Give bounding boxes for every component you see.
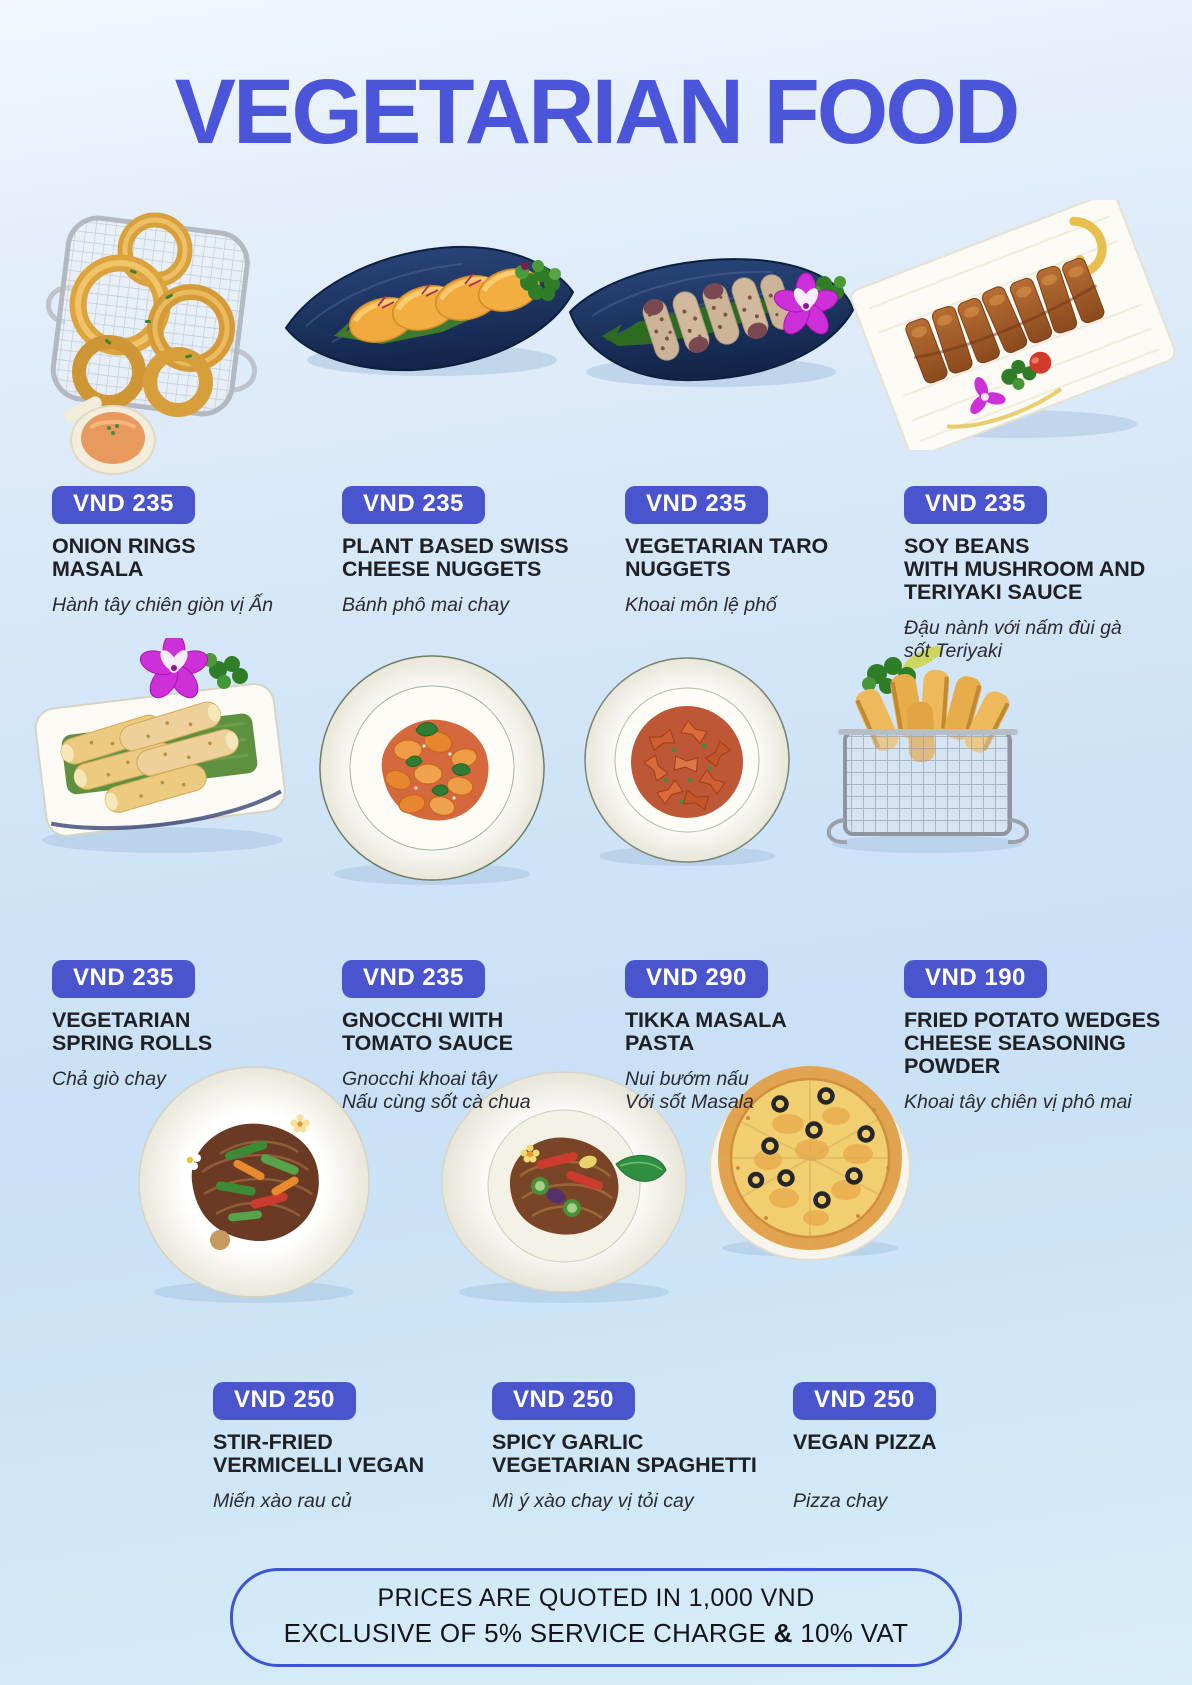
onion-rings-masala-photo (35, 200, 270, 475)
footer-line-2: EXCLUSIVE OF 5% SERVICE CHARGE & 10% VAT (283, 1618, 909, 1648)
item-name: VEGETARIAN SPRING ROLLS (52, 1008, 213, 1055)
menu-item-fried-potato-wedges: VND 190 FRIED POTATO WEDGES CHEESE SEASO… (904, 960, 1186, 1114)
spicy-garlic-vegetarian-spaghetti-photo (438, 1068, 690, 1306)
item-name: VEGAN PIZZA (793, 1430, 937, 1454)
tikka-masala-pasta-photo (578, 652, 796, 870)
price-badge: VND 190 (904, 960, 1047, 998)
price-badge: VND 250 (492, 1382, 635, 1420)
fried-potato-wedges-photo (815, 640, 1040, 855)
item-name: TIKKA MASALA PASTA (625, 1008, 787, 1055)
item-name: PLANT BASED SWISS CHEESE NUGGETS (342, 534, 569, 581)
gnocchi-with-tomato-sauce-photo (312, 650, 552, 890)
item-name: STIR-FRIED VERMICELLI VEGAN (213, 1430, 425, 1477)
stir-fried-vermicelli-vegan-photo (132, 1062, 377, 1307)
vegetarian-spring-rolls-photo (22, 638, 297, 863)
item-desc-vietnamese: Gnocchi khoai tây Nấu cùng sốt cà chua (342, 1068, 531, 1113)
item-desc-vietnamese: Nui bướm nấu Với sốt Masala (625, 1068, 754, 1113)
item-desc-vietnamese: Khoai môn lệ phố (625, 594, 777, 616)
price-badge: VND 250 (213, 1382, 356, 1420)
price-badge: VND 235 (342, 960, 485, 998)
item-desc-vietnamese: Pizza chay (793, 1490, 888, 1512)
menu-item-stir-fried-vermicelli-vegan: VND 250 STIR-FRIED VERMICELLI VEGAN Miến… (213, 1382, 483, 1513)
item-name: GNOCCHI WITH TOMATO SAUCE (342, 1008, 513, 1055)
price-badge: VND 250 (793, 1382, 936, 1420)
item-name: SOY BEANS WITH MUSHROOM AND TERIYAKI SAU… (904, 534, 1146, 604)
item-desc-vietnamese: Miến xào rau củ (213, 1490, 352, 1512)
menu-item-onion-rings-masala: VND 235 ONION RINGS MASALA Hành tây chiê… (52, 486, 322, 617)
footer-line-1: PRICES ARE QUOTED IN 1,000 VND (377, 1584, 815, 1612)
page-title: VEGETARIAN FOOD (174, 61, 1021, 163)
item-desc-vietnamese: Mì ý xào chay vị tỏi cay (492, 1490, 694, 1512)
menu-item-soy-beans-teriyaki: VND 235 SOY BEANS WITH MUSHROOM AND TERI… (904, 486, 1184, 663)
menu-item-gnocchi-tomato-sauce: VND 235 GNOCCHI WITH TOMATO SAUCE Gnocch… (342, 960, 614, 1114)
vegan-pizza-photo (708, 1058, 913, 1263)
vegetarian-taro-nuggets-photo (566, 240, 856, 400)
menu-item-vegetarian-taro-nuggets: VND 235 VEGETARIAN TARO NUGGETS Khoai mô… (625, 486, 897, 617)
ampersand: & (773, 1618, 793, 1648)
menu-item-spicy-garlic-vegetarian-spaghetti: VND 250 SPICY GARLIC VEGETARIAN SPAGHETT… (492, 1382, 792, 1513)
item-desc-vietnamese: Hành tây chiên giòn vị Ấn (52, 594, 274, 616)
menu-item-vegan-pizza: VND 250 VEGAN PIZZA Pizza chay (793, 1382, 1063, 1513)
soy-beans-with-mushroom-and-teriyaki-sauce-photo (845, 200, 1180, 450)
item-desc-vietnamese: Khoai tây chiên vị phô mai (904, 1091, 1132, 1113)
menu-item-plant-based-swiss-cheese-nuggets: VND 235 PLANT BASED SWISS CHEESE NUGGETS… (342, 486, 614, 617)
menu-item-tikka-masala-pasta: VND 290 TIKKA MASALA PASTA Nui bướm nấu … (625, 960, 897, 1114)
price-badge: VND 235 (625, 486, 768, 524)
footer-note: PRICES ARE QUOTED IN 1,000 VND EXCLUSIVE… (230, 1568, 962, 1667)
price-badge: VND 235 (52, 960, 195, 998)
plant-based-swiss-cheese-nuggets-photo (282, 232, 577, 392)
item-desc-vietnamese: Đậu nành với nấm đùi gà sốt Teriyaki (904, 617, 1122, 662)
price-badge: VND 235 (904, 486, 1047, 524)
price-badge: VND 235 (342, 486, 485, 524)
item-desc-vietnamese: Bánh phô mai chay (342, 594, 509, 616)
price-badge: VND 290 (625, 960, 768, 998)
price-badge: VND 235 (52, 486, 195, 524)
item-desc-vietnamese: Chả giò chay (52, 1068, 166, 1090)
item-name: SPICY GARLIC VEGETARIAN SPAGHETTI (492, 1430, 757, 1477)
item-name: FRIED POTATO WEDGES CHEESE SEASONING POW… (904, 1008, 1161, 1078)
item-name: ONION RINGS MASALA (52, 534, 196, 581)
menu-item-vegetarian-spring-rolls: VND 235 VEGETARIAN SPRING ROLLS Chả giò … (52, 960, 322, 1091)
item-name: VEGETARIAN TARO NUGGETS (625, 534, 829, 581)
